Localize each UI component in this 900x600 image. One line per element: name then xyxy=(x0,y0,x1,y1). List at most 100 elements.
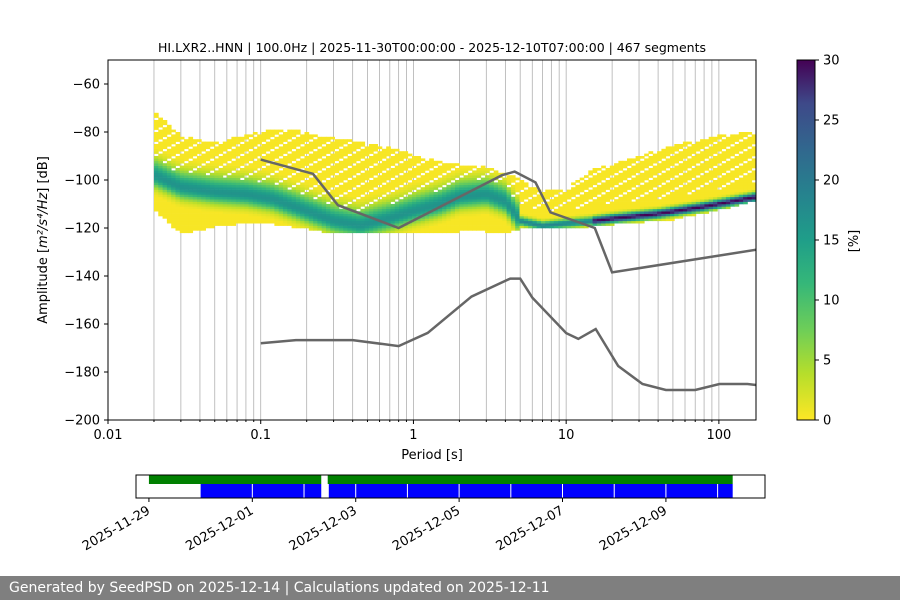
psd-histogram-cell xyxy=(420,228,426,231)
psd-histogram-cell xyxy=(416,213,421,217)
psd-histogram-cell xyxy=(295,141,301,145)
psd-histogram-cell xyxy=(502,192,507,195)
psd-histogram-cell xyxy=(188,184,194,188)
psd-histogram-cell xyxy=(463,211,469,214)
psd-histogram-cell xyxy=(622,182,628,186)
psd-histogram-cell xyxy=(403,175,409,178)
psd-histogram-cell xyxy=(321,172,327,176)
psd-histogram-cell xyxy=(373,184,378,188)
psd-histogram-cell xyxy=(239,175,245,178)
psd-histogram-cell xyxy=(334,180,340,183)
psd-histogram-cell xyxy=(386,204,391,207)
grid-lines xyxy=(107,60,720,420)
psd-histogram-cell xyxy=(631,160,636,164)
psd-histogram-cell xyxy=(153,115,159,118)
psd-histogram-cell xyxy=(171,139,176,142)
psd-histogram-cell xyxy=(442,213,447,217)
psd-histogram-cell xyxy=(381,153,387,157)
colorbar-tick-label: 25 xyxy=(823,114,840,129)
psd-histogram-cell xyxy=(291,163,297,166)
psd-histogram-cell xyxy=(691,201,697,205)
psd-histogram-cell xyxy=(549,206,555,210)
psd-histogram-cell xyxy=(265,129,271,133)
psd-histogram-cell xyxy=(588,194,593,198)
psd-histogram-cell xyxy=(721,163,727,166)
psd-histogram-cell xyxy=(270,141,275,145)
psd-histogram-cell xyxy=(579,225,585,229)
psd-histogram-cell xyxy=(334,156,340,159)
psd-histogram-cell xyxy=(734,168,740,171)
psd-histogram-cell xyxy=(222,165,228,169)
psd-histogram-cell xyxy=(300,225,305,229)
psd-histogram-cell xyxy=(214,194,219,198)
psd-histogram-cell xyxy=(476,204,482,207)
psd-histogram-cell xyxy=(287,146,292,150)
psd-histogram-cell xyxy=(618,177,624,181)
psd-histogram-cell xyxy=(446,187,452,190)
psd-histogram-cell xyxy=(416,170,421,174)
psd-histogram-cell xyxy=(558,199,563,202)
psd-histogram-cell xyxy=(411,184,417,188)
psd-histogram-cell xyxy=(420,170,426,174)
psd-histogram-cell xyxy=(743,132,748,135)
psd-histogram-cell xyxy=(575,180,581,183)
y-tick-label: −200 xyxy=(64,414,100,429)
psd-histogram-cell xyxy=(390,204,396,207)
psd-histogram-cell xyxy=(429,213,434,217)
psd-histogram-cell xyxy=(386,165,391,169)
psd-histogram-cell xyxy=(295,156,301,159)
psd-histogram-cell xyxy=(601,184,606,188)
psd-histogram-cell xyxy=(674,204,679,207)
psd-histogram-cell xyxy=(330,208,335,212)
psd-histogram-cell xyxy=(235,165,241,169)
psd-histogram-cell xyxy=(265,213,271,217)
psd-histogram-cell xyxy=(717,206,722,210)
psd-histogram-cell xyxy=(381,168,387,171)
psd-histogram-cell xyxy=(528,189,533,193)
psd-histogram-cell xyxy=(403,216,409,219)
psd-histogram-cell xyxy=(381,208,387,212)
psd-histogram-cell xyxy=(450,177,456,181)
psd-histogram-cell xyxy=(356,153,361,157)
psd-histogram-cell xyxy=(717,180,722,183)
psd-histogram-cell xyxy=(691,192,697,195)
psd-histogram-cell xyxy=(343,160,348,164)
psd-histogram-cell xyxy=(205,165,211,169)
psd-histogram-cell xyxy=(351,141,357,145)
psd-histogram-cell xyxy=(644,201,649,205)
psd-histogram-cell xyxy=(244,199,249,202)
psd-histogram-cell xyxy=(411,180,417,183)
psd-histogram-cell xyxy=(343,213,348,217)
psd-histogram-cell xyxy=(472,180,477,183)
psd-histogram-cell xyxy=(583,192,589,195)
psd-histogram-cell xyxy=(523,182,529,186)
psd-histogram-cell xyxy=(459,172,464,176)
psd-histogram-cell xyxy=(446,175,452,178)
psd-histogram-cell xyxy=(571,201,576,205)
psd-histogram-cell xyxy=(674,144,679,147)
psd-histogram-cell xyxy=(751,172,756,176)
psd-histogram-cell xyxy=(325,206,331,210)
psd-histogram-cell xyxy=(209,187,215,190)
psd-histogram-cell xyxy=(635,158,641,162)
psd-histogram-cell xyxy=(644,216,649,219)
psd-histogram-cell xyxy=(278,177,284,181)
psd-histogram-cell xyxy=(635,206,641,210)
psd-histogram-cell xyxy=(751,163,756,166)
psd-histogram-cell xyxy=(437,192,443,195)
psd-histogram-cell xyxy=(201,199,206,202)
psd-histogram-cell xyxy=(209,199,215,202)
psd-histogram-cell xyxy=(626,194,632,198)
psd-histogram-cell xyxy=(235,211,241,214)
psd-histogram-cell xyxy=(622,189,628,193)
psd-histogram-cell xyxy=(244,182,249,186)
psd-histogram-cell xyxy=(218,199,224,202)
psd-histogram-cell xyxy=(467,223,473,226)
psd-histogram-cell xyxy=(252,144,258,147)
psd-histogram-cell xyxy=(166,182,172,186)
psd-histogram-cell xyxy=(325,199,331,202)
psd-histogram-cell xyxy=(304,223,310,226)
psd-histogram-cell xyxy=(257,151,262,154)
psd-histogram-cell xyxy=(205,175,211,178)
psd-histogram-cell xyxy=(519,204,525,207)
